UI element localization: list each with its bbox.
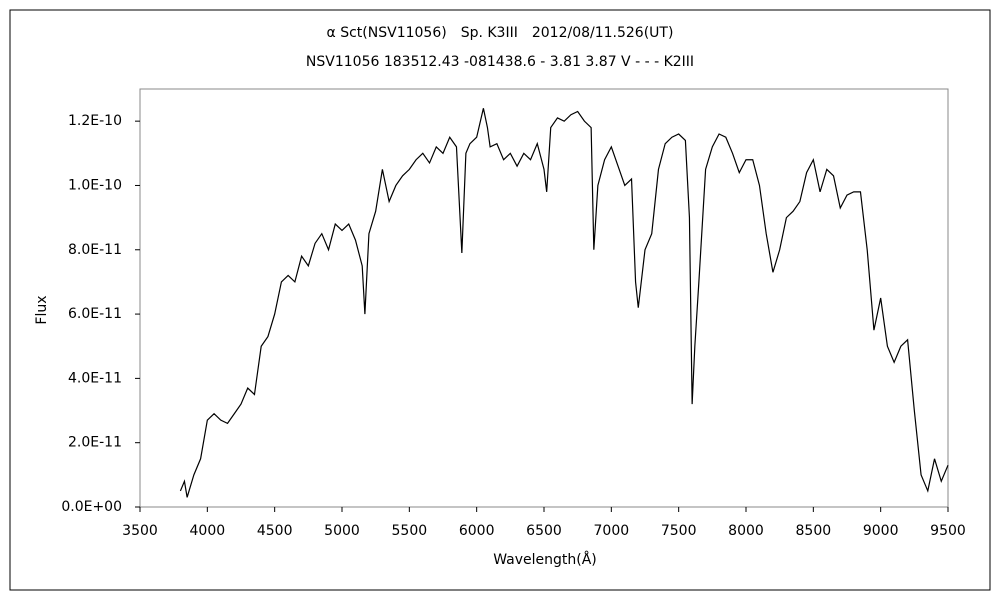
x-axis-label: Wavelength(Å) — [493, 551, 597, 568]
x-tick-label: 6000 — [459, 523, 495, 539]
x-tick-label: 8000 — [728, 523, 764, 539]
x-tick-label: 4000 — [190, 523, 226, 539]
x-tick-label: 3500 — [122, 523, 158, 539]
y-axis-label: Flux — [34, 295, 50, 324]
x-tick-label: 7500 — [661, 523, 697, 539]
y-tick-label: 6.0E-11 — [68, 306, 122, 322]
chart-title: α Sct(NSV11056) Sp. K3III 2012/08/11.526… — [327, 25, 674, 41]
y-tick-label: 2.0E-11 — [68, 435, 122, 451]
x-tick-label: 4500 — [257, 523, 293, 539]
x-tick-label: 5500 — [392, 523, 428, 539]
spectrum-line — [179, 108, 949, 498]
chart-subtitle: NSV11056 183512.43 -081438.6 - 3.81 3.87… — [306, 54, 694, 70]
y-tick-label: 0.0E+00 — [61, 499, 122, 515]
x-tick-label: 9500 — [930, 523, 966, 539]
x-tick-label: 6500 — [526, 523, 562, 539]
y-tick-label: 1.2E-10 — [68, 113, 122, 129]
y-tick-label: 4.0E-11 — [68, 370, 122, 386]
x-tick-label: 8500 — [796, 523, 832, 539]
y-tick-label: 1.0E-10 — [68, 177, 122, 193]
chart-border — [9, 9, 991, 591]
x-tick-label: 9000 — [863, 523, 899, 539]
x-tick-label: 7000 — [594, 523, 630, 539]
y-tick-label: 8.0E-11 — [68, 242, 122, 258]
x-tick-label: 5000 — [324, 523, 360, 539]
